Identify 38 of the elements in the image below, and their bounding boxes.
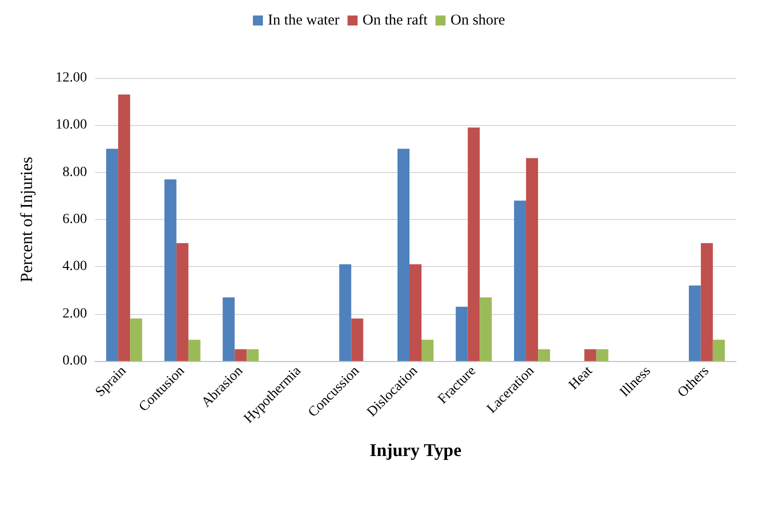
bar bbox=[234, 349, 247, 361]
bar bbox=[339, 264, 352, 361]
bar bbox=[164, 179, 176, 361]
y-tick-label: 8.00 bbox=[62, 164, 87, 180]
legend-label: In the water bbox=[268, 12, 340, 28]
bar bbox=[410, 264, 422, 361]
bar bbox=[480, 297, 492, 361]
y-axis-title: Percent of Injuries bbox=[17, 156, 36, 282]
y-tick-label: 12.00 bbox=[56, 70, 87, 86]
bar bbox=[584, 349, 596, 361]
y-tick-label: 2.00 bbox=[62, 306, 87, 322]
bar bbox=[468, 128, 480, 361]
bar bbox=[456, 306, 468, 361]
bar bbox=[130, 318, 142, 361]
y-tick-label: 6.00 bbox=[62, 212, 87, 227]
bar bbox=[688, 286, 701, 361]
bar bbox=[188, 340, 200, 361]
y-tick-label: 10.00 bbox=[56, 118, 87, 133]
bar bbox=[700, 243, 713, 361]
bar bbox=[596, 349, 608, 361]
bar bbox=[106, 148, 118, 361]
bar bbox=[222, 297, 235, 361]
legend-label: On the raft bbox=[362, 12, 428, 28]
bar bbox=[176, 243, 188, 361]
y-tick-label: 0.00 bbox=[62, 354, 87, 368]
y-tick-label: 4.00 bbox=[62, 259, 87, 274]
bar bbox=[118, 94, 130, 361]
x-axis-title: Injury Type bbox=[370, 440, 462, 460]
legend-label: On shore bbox=[450, 12, 506, 28]
bar bbox=[398, 148, 410, 361]
bar bbox=[712, 340, 725, 361]
bar bbox=[246, 349, 259, 361]
bar bbox=[538, 349, 550, 361]
bar bbox=[514, 200, 526, 361]
bar bbox=[422, 340, 434, 361]
bar bbox=[526, 158, 538, 361]
bar bbox=[351, 318, 364, 361]
x-tick-label: Heat bbox=[566, 364, 596, 393]
